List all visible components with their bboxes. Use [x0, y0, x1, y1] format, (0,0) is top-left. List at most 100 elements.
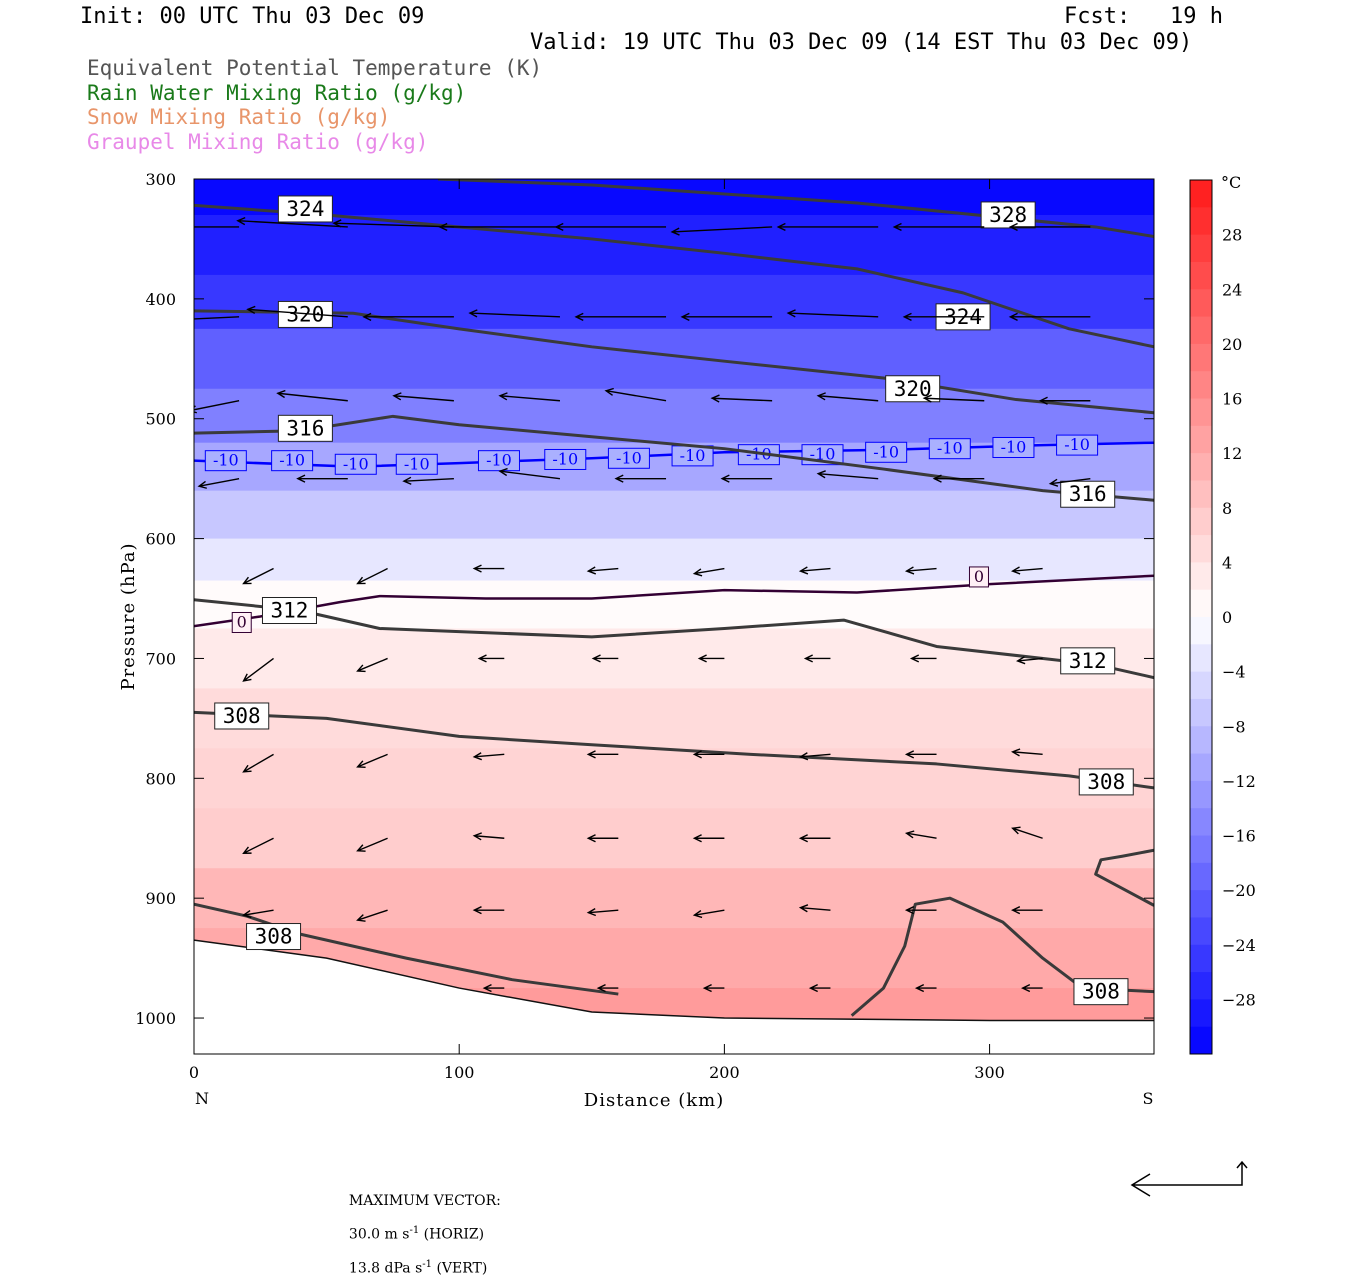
wind-vector	[922, 394, 985, 403]
wind-vector	[904, 906, 937, 915]
colorbar-segment	[1190, 753, 1212, 782]
colorbar-segment	[1190, 780, 1212, 809]
colorbar-segment	[1190, 480, 1212, 509]
wind-vector	[498, 392, 561, 402]
isotherm-minus10-label-box	[607, 447, 650, 469]
horiz-max-value: 30.0 m s	[348, 1226, 410, 1243]
wind-vector	[1011, 826, 1043, 839]
wind-vector	[798, 904, 831, 913]
wind-vector	[236, 216, 348, 228]
isotherm-minus10-label: -10	[1064, 435, 1090, 454]
wind-vector	[776, 222, 879, 232]
wind-vector	[798, 834, 831, 843]
wind-vector	[574, 312, 667, 321]
max-vector-label: MAXIMUM VECTOR:	[348, 1193, 501, 1209]
wind-vector	[692, 750, 725, 759]
y-tick-label: 600	[145, 530, 176, 549]
wind-vector	[242, 753, 274, 773]
wind-vector	[909, 654, 937, 663]
wind-vector	[242, 657, 274, 682]
wind-vector	[468, 309, 560, 318]
theta-e-contour	[850, 896, 1154, 1017]
theta-e-label: 316	[286, 416, 324, 440]
temperature-field: -10 -10 -10 -10 -10 -10 -10 -10 -10 -10 -10 -10 -10-…	[194, 179, 1154, 1054]
colorbar-segment	[1190, 617, 1212, 645]
colorbar-segment	[1190, 207, 1212, 236]
colorbar-segment	[1190, 862, 1212, 891]
isotherm-zero-label: 0	[237, 612, 247, 631]
colorbar-segment	[1190, 589, 1212, 618]
temperature-band	[194, 688, 1154, 749]
vert-tail: (VERT)	[432, 1260, 488, 1276]
wind-vector	[1011, 906, 1043, 915]
colorbar-tick-label: 8	[1222, 499, 1232, 518]
y-tick-label: 300	[145, 170, 176, 189]
theta-e-label: 308	[1082, 980, 1120, 1004]
legend-entry: Graupel Mixing Ratio (g/kg)	[87, 129, 429, 154]
isotherm-minus10-label-box	[928, 438, 971, 460]
wind-vector	[586, 834, 619, 843]
theta-e-label: 308	[223, 704, 261, 728]
wind-vector	[904, 750, 937, 759]
y-tick-label: 400	[145, 290, 176, 309]
reference-vector	[1130, 1160, 1248, 1197]
theta-e-label-box	[214, 702, 270, 730]
wind-vector	[1016, 656, 1043, 665]
temperature-band	[194, 538, 1154, 582]
theta-e-label: 320	[894, 377, 932, 401]
colorbar-segment	[1190, 671, 1212, 700]
wind-vector	[596, 983, 619, 993]
isotherm-minus10-label-box	[395, 453, 438, 475]
temperature-band	[194, 808, 1154, 869]
colorbar-segment	[1190, 507, 1212, 536]
temperature-band	[194, 748, 1154, 809]
wind-vector	[816, 392, 879, 402]
horiz-exponent: -1	[409, 1225, 420, 1236]
wind-vector	[472, 832, 505, 841]
wind-vector	[362, 312, 454, 321]
wind-vector	[197, 477, 240, 489]
isotherm-minus10-label: -10	[343, 454, 369, 473]
theta-e-label-box	[1073, 978, 1129, 1006]
isotherm-zero-label: 0	[974, 567, 984, 586]
wind-vector	[242, 567, 274, 585]
colorbar-segment	[1190, 835, 1212, 864]
wind-vector	[803, 654, 831, 663]
isotherm-minus10-label-box	[865, 441, 908, 463]
wind-vector	[697, 654, 725, 663]
isotherm-minus10-label-box	[334, 453, 377, 475]
temperature-band	[194, 274, 1154, 330]
theta-e-label: 308	[1087, 770, 1125, 794]
isotherm-minus10-label-box	[1056, 434, 1099, 456]
isotherm-minus10-label: -10	[1001, 437, 1027, 456]
init-time: Init: 00 UTC Thu 03 Dec 09	[80, 4, 425, 29]
plot-frame	[193, 178, 1155, 1055]
wind-vector	[242, 837, 274, 854]
wind-vector	[710, 394, 773, 403]
wind-vector	[892, 222, 985, 232]
isotherm-minus10-label: -10	[680, 446, 706, 465]
colorbar-segment	[1190, 535, 1212, 563]
temperature-band	[194, 490, 1154, 540]
forecast-hour: Fcst: 19 h	[1064, 4, 1223, 29]
colorbar-tick-label: 4	[1222, 553, 1232, 572]
wind-vector	[246, 305, 348, 318]
wind-vector	[1038, 396, 1091, 405]
wind-vector	[482, 983, 505, 993]
wind-vector	[402, 476, 454, 485]
max-vector-note: MAXIMUM VECTOR: 30.0 m s-1 (HORIZ) 13.8 …	[340, 1177, 501, 1276]
colorbar-segment	[1190, 917, 1212, 946]
valid-time: Valid: 19 UTC Thu 03 Dec 09 (14 EST Thu …	[530, 30, 1193, 55]
colorbar-tick-label: 12	[1222, 444, 1242, 463]
colorbar-segment	[1190, 261, 1212, 290]
theta-e-contour	[1094, 848, 1154, 907]
horiz-tail: (HORIZ)	[419, 1226, 485, 1243]
wind-vector	[914, 983, 937, 993]
theta-e-label: 308	[255, 925, 293, 949]
theta-e-label-box	[980, 201, 1036, 229]
theta-e-label-box	[277, 195, 333, 223]
x-axis-label: Distance (km)	[584, 1090, 724, 1111]
theta-e-label-box	[261, 597, 317, 625]
wind-vector	[356, 753, 388, 768]
y-tick-label: 1000	[135, 1009, 176, 1028]
